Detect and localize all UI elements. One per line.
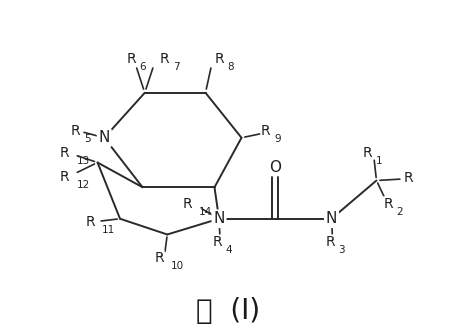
Text: R: R — [86, 215, 95, 229]
Text: 4: 4 — [225, 245, 232, 255]
Text: R: R — [362, 146, 371, 160]
Text: R: R — [126, 52, 136, 66]
Text: R: R — [71, 124, 81, 138]
Text: R: R — [159, 52, 169, 66]
Text: R: R — [212, 235, 222, 249]
Text: 3: 3 — [338, 245, 344, 255]
Text: 8: 8 — [227, 62, 233, 72]
Text: R: R — [60, 170, 69, 184]
Text: R: R — [383, 197, 393, 211]
Text: R: R — [260, 124, 270, 138]
Text: 式  (I): 式 (I) — [196, 297, 259, 325]
Text: R: R — [214, 52, 223, 66]
Text: N: N — [325, 211, 336, 226]
Text: 5: 5 — [84, 134, 91, 144]
Text: R: R — [60, 146, 69, 160]
Text: R: R — [154, 251, 164, 265]
Text: 6: 6 — [139, 62, 146, 72]
Text: 14: 14 — [199, 207, 212, 217]
Text: 11: 11 — [102, 225, 115, 235]
Text: R: R — [403, 171, 413, 185]
Text: N: N — [213, 211, 224, 226]
Text: 10: 10 — [171, 261, 183, 271]
Text: 7: 7 — [172, 62, 179, 72]
Text: 1: 1 — [375, 156, 381, 166]
Text: 12: 12 — [76, 180, 90, 190]
Text: O: O — [268, 160, 281, 174]
Text: 13: 13 — [76, 156, 90, 166]
Text: R: R — [324, 235, 334, 249]
Text: R: R — [182, 197, 192, 211]
Text: 9: 9 — [273, 134, 280, 144]
Text: 2: 2 — [396, 207, 403, 217]
Text: N: N — [98, 130, 110, 145]
